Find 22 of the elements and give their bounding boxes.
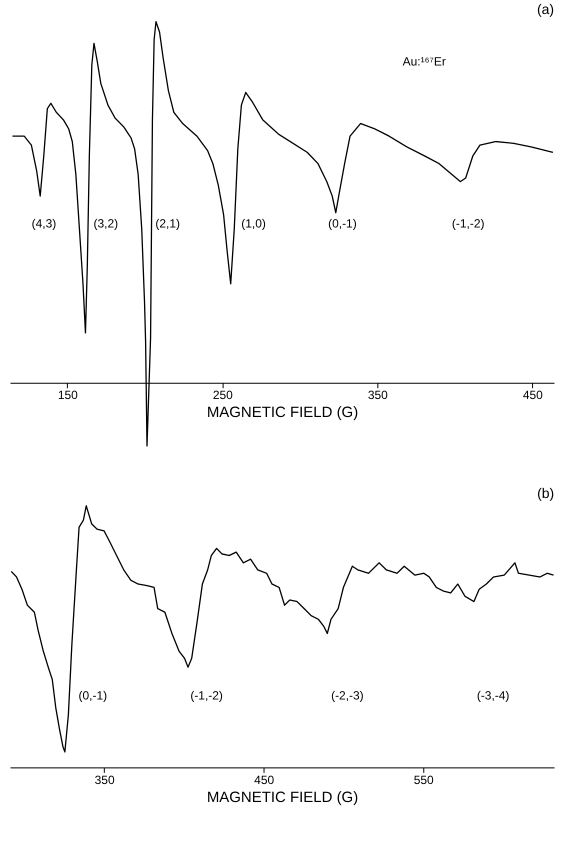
annotation: (-1,-2)	[190, 688, 223, 702]
x-tick-label: 250	[212, 388, 234, 402]
annotation: (4,3)	[32, 216, 56, 230]
annotation: (-1,-2)	[452, 216, 484, 230]
x-tick-label: 350	[94, 772, 115, 787]
annotation: (2,1)	[155, 216, 180, 230]
x-tick-label: 150	[58, 388, 78, 402]
x-axis-title: MAGNETIC FIELD (G)	[206, 788, 358, 806]
chart-title: (a)	[536, 1, 554, 18]
annotation: (0,-1)	[78, 688, 108, 702]
x-tick-label: 350	[368, 388, 388, 402]
x-tick-label: 550	[414, 772, 434, 787]
annotation: (-2,-3)	[331, 688, 364, 702]
x-tick-label: 450	[522, 388, 544, 402]
annotation: Au:¹⁶⁷Er	[402, 54, 446, 69]
x-axis-title: MAGNETIC FIELD (G)	[206, 404, 358, 422]
annotation: (3,2)	[94, 216, 118, 230]
annotation: (0,-1)	[328, 216, 357, 230]
x-tick-label: 450	[254, 772, 274, 787]
annotation: (1,0)	[241, 216, 266, 230]
chart-title: (b)	[537, 485, 554, 502]
annotation: (-3,-4)	[476, 688, 510, 702]
